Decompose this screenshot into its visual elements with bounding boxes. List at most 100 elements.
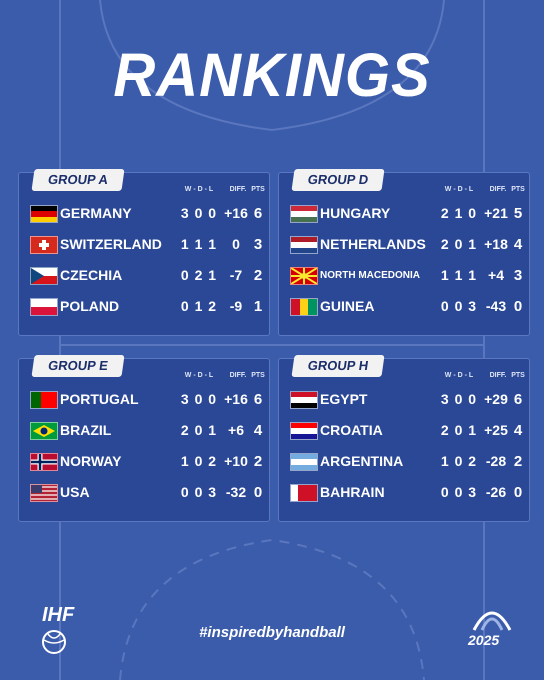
team-row: NORWAY 1 0 2 +10 2 bbox=[19, 448, 269, 474]
diff: +10 bbox=[224, 453, 248, 469]
points: 4 bbox=[513, 236, 523, 253]
flag bbox=[290, 236, 318, 254]
wdl: 0 1 2 bbox=[180, 298, 218, 314]
ball-icon bbox=[42, 630, 66, 654]
hashtag: #inspiredbyhandball bbox=[199, 624, 345, 641]
points: 6 bbox=[253, 391, 263, 408]
ihf-logo: IHF bbox=[42, 604, 75, 626]
flag bbox=[30, 391, 58, 409]
diff: -43 bbox=[485, 298, 507, 314]
team-name: PORTUGAL bbox=[60, 391, 139, 407]
team-row: BAHRAIN 0 0 3 -26 0 bbox=[279, 479, 529, 505]
wdl: 3 0 0 bbox=[180, 391, 218, 407]
points: 0 bbox=[253, 484, 263, 501]
column-header: DIFF. bbox=[229, 186, 247, 193]
flag bbox=[290, 205, 318, 223]
points: 0 bbox=[513, 484, 523, 501]
team-row: PORTUGAL 3 0 0 +16 6 bbox=[19, 386, 269, 412]
flag bbox=[30, 236, 58, 254]
points: 2 bbox=[253, 453, 263, 470]
points: 2 bbox=[253, 267, 263, 284]
group-name: GROUP D bbox=[291, 169, 385, 191]
points: 5 bbox=[513, 205, 523, 222]
points: 6 bbox=[253, 205, 263, 222]
wdl: 0 0 3 bbox=[180, 484, 218, 500]
diff: +29 bbox=[484, 391, 508, 407]
team-name: BRAZIL bbox=[60, 422, 112, 438]
diff: +16 bbox=[224, 391, 248, 407]
column-header: DIFF. bbox=[489, 372, 507, 379]
column-header: PTS bbox=[251, 186, 265, 193]
flag bbox=[290, 422, 318, 440]
flag bbox=[30, 422, 58, 440]
team-name: NORTH MACEDONIA bbox=[320, 270, 420, 281]
team-name: HUNGARY bbox=[320, 205, 391, 221]
points: 3 bbox=[513, 267, 523, 284]
diff: +18 bbox=[484, 236, 508, 252]
points: 4 bbox=[513, 422, 523, 439]
diff: +25 bbox=[484, 422, 508, 438]
flag bbox=[290, 484, 318, 502]
team-row: BRAZIL 2 0 1 +6 4 bbox=[19, 417, 269, 443]
team-name: GERMANY bbox=[60, 205, 132, 221]
points: 1 bbox=[253, 298, 263, 315]
diff: +4 bbox=[488, 267, 504, 283]
wdl: 1 0 2 bbox=[440, 453, 478, 469]
team-name: GUINEA bbox=[320, 298, 375, 314]
team-row: ARGENTINA 1 0 2 -28 2 bbox=[279, 448, 529, 474]
team-row: EGYPT 3 0 0 +29 6 bbox=[279, 386, 529, 412]
column-header: PTS bbox=[511, 372, 525, 379]
wdl: 3 0 0 bbox=[180, 205, 218, 221]
column-header: PTS bbox=[511, 186, 525, 193]
flag bbox=[30, 205, 58, 223]
column-header: W - D - L bbox=[444, 372, 474, 379]
flag bbox=[30, 267, 58, 285]
team-name: NETHERLANDS bbox=[320, 236, 426, 252]
team-name: CZECHIA bbox=[60, 267, 123, 283]
wc-icon bbox=[472, 611, 512, 631]
wdl: 3 0 0 bbox=[440, 391, 478, 407]
column-header: DIFF. bbox=[489, 186, 507, 193]
diff: -28 bbox=[485, 453, 507, 469]
team-row: GUINEA 0 0 3 -43 0 bbox=[279, 293, 529, 319]
team-name: USA bbox=[60, 484, 90, 500]
wc-year: 2025 bbox=[468, 632, 500, 648]
diff: +6 bbox=[228, 422, 244, 438]
team-row: NETHERLANDS 2 0 1 +18 4 bbox=[279, 231, 529, 257]
wdl: 1 1 1 bbox=[180, 236, 218, 252]
points: 4 bbox=[253, 422, 263, 439]
wdl: 1 0 2 bbox=[180, 453, 218, 469]
flag bbox=[290, 267, 318, 285]
group-panel: GROUP D W - D - L DIFF. PTS HUNGARY 2 1 0 +21 5… bbox=[278, 169, 530, 336]
flag bbox=[290, 298, 318, 316]
team-name: ARGENTINA bbox=[320, 453, 404, 469]
points: 0 bbox=[513, 298, 523, 315]
group-name: GROUP E bbox=[31, 355, 125, 377]
diff: +16 bbox=[224, 205, 248, 221]
team-row: NORTH MACEDONIA 1 1 1 +4 3 bbox=[279, 262, 529, 288]
points: 6 bbox=[513, 391, 523, 408]
flag bbox=[290, 391, 318, 409]
team-row: USA 0 0 3 -32 0 bbox=[19, 479, 269, 505]
flag bbox=[30, 484, 58, 502]
wdl: 0 2 1 bbox=[180, 267, 218, 283]
wdl: 2 1 0 bbox=[440, 205, 478, 221]
team-name: CROATIA bbox=[320, 422, 383, 438]
team-name: BAHRAIN bbox=[320, 484, 385, 500]
team-row: CROATIA 2 0 1 +25 4 bbox=[279, 417, 529, 443]
diff: -26 bbox=[485, 484, 507, 500]
team-row: GERMANY 3 0 0 +16 6 bbox=[19, 200, 269, 226]
flag bbox=[30, 298, 58, 316]
title: RANKINGS bbox=[113, 41, 431, 110]
wdl: 1 1 1 bbox=[440, 267, 478, 283]
column-header: PTS bbox=[251, 372, 265, 379]
wdl: 2 0 1 bbox=[180, 422, 218, 438]
group-name: GROUP A bbox=[31, 169, 125, 191]
team-row: POLAND 0 1 2 -9 1 bbox=[19, 293, 269, 319]
team-name: NORWAY bbox=[60, 453, 122, 469]
team-row: HUNGARY 2 1 0 +21 5 bbox=[279, 200, 529, 226]
flag bbox=[30, 453, 58, 471]
